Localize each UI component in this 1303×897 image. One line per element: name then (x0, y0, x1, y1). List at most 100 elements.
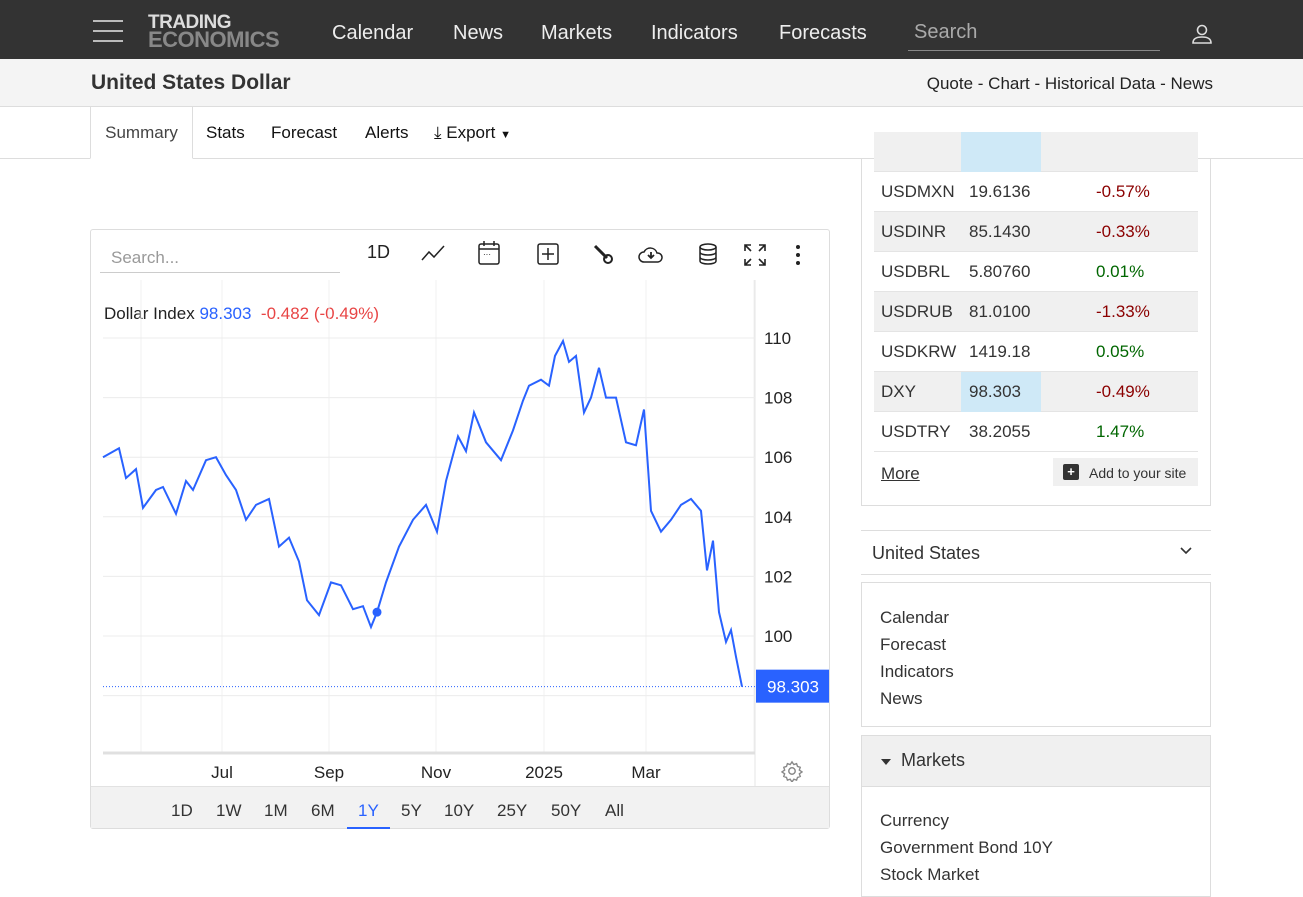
change: -0.57% (1096, 182, 1150, 201)
interval-button[interactable]: 1D (367, 242, 391, 262)
symbol[interactable]: USDINR (881, 222, 947, 241)
range-6m[interactable]: 6M (311, 801, 335, 820)
markets-link-bond[interactable]: Government Bond 10Y (880, 838, 1053, 857)
tab-bar: Summary Stats Forecast Alerts ⤓ Export ▼ (0, 107, 1303, 159)
more-link[interactable]: More (881, 464, 920, 483)
top-navbar: TRADING ECONOMICS Calendar News Markets I… (0, 0, 1303, 59)
header-links[interactable]: Quote - Chart - Historical Data - News (926, 74, 1213, 93)
search-input[interactable]: Search (908, 18, 1160, 51)
y-tick-label: 100 (764, 627, 792, 646)
range-1d[interactable]: 1D (171, 801, 193, 820)
nav-forecasts[interactable]: Forecasts (779, 22, 867, 44)
range-25y[interactable]: 25Y (497, 801, 528, 820)
user-icon[interactable] (1190, 22, 1214, 46)
markets-link-stock[interactable]: Stock Market (880, 865, 980, 884)
symbol[interactable]: USDKRW (881, 342, 957, 361)
data-marker (372, 607, 382, 617)
symbol[interactable]: DXY (881, 382, 916, 401)
price-line (102, 338, 743, 687)
legend-change: -0.482 (-0.49%) (260, 304, 380, 323)
tab-alerts[interactable]: Alerts (365, 123, 409, 142)
cloud-download-icon[interactable] (637, 244, 665, 264)
chart-search-input[interactable]: Search... (100, 244, 340, 273)
chevron-down-icon (1180, 547, 1192, 555)
price: 5.80760 (969, 262, 1031, 281)
fullscreen-icon[interactable] (743, 243, 767, 267)
database-icon[interactable] (698, 243, 718, 265)
markets-link-currency[interactable]: Currency (880, 811, 949, 830)
calendar-icon[interactable]: ··· (478, 240, 500, 266)
y-tick-label: 104 (764, 508, 792, 527)
tab-summary[interactable]: Summary (90, 107, 193, 159)
country-dropdown[interactable]: United States (861, 530, 1211, 575)
change: -0.33% (1096, 222, 1150, 241)
range-selector: 1D 1W 1M 6M 1Y 5Y 10Y 25Y 50Y All (91, 786, 829, 829)
x-tick-label: Mar (631, 763, 661, 782)
change: 0.05% (1096, 342, 1145, 361)
chart-panel: Search... 1D ··· Dollar Index 98.303 -0.… (90, 229, 830, 829)
y-tick-label: 108 (764, 389, 792, 408)
x-tick-label: Nov (421, 763, 452, 782)
add-indicator-icon[interactable] (537, 243, 559, 265)
price: 1419.18 (969, 342, 1031, 361)
table-header-row (874, 132, 1198, 172)
country-link-forecast[interactable]: Forecast (880, 635, 947, 654)
nav-indicators[interactable]: Indicators (651, 22, 738, 44)
table-row[interactable]: USDKRW 1419.18 0.05% (874, 332, 1198, 372)
range-1m[interactable]: 1M (264, 801, 288, 820)
more-options-icon[interactable] (795, 244, 801, 266)
nav-markets[interactable]: Markets (541, 22, 613, 44)
range-1y[interactable]: 1Y (347, 801, 390, 829)
table-row[interactable]: USDBRL 5.80760 0.01% (874, 252, 1198, 292)
country-link-news[interactable]: News (880, 689, 923, 708)
range-all[interactable]: All (605, 801, 624, 820)
range-5y[interactable]: 5Y (401, 801, 422, 820)
price: 19.6136 (969, 182, 1031, 201)
price: 81.0100 (969, 302, 1031, 321)
x-tick-label: 2025 (525, 763, 563, 782)
caret-down-icon: ▼ (500, 129, 512, 141)
change: -1.33% (1096, 302, 1150, 321)
svg-text:···: ··· (483, 250, 491, 259)
price-chart[interactable]: 100 102 104 106 108 110 Jul Sep Nov 2025 Mar 98.303 (91, 230, 829, 786)
tab-export[interactable]: ⤓ Export ▼ (434, 123, 512, 142)
tab-stats[interactable]: Stats (206, 123, 245, 142)
x-tick-label: Jul (211, 763, 233, 782)
x-tick-label: Sep (314, 763, 344, 782)
last-price-badge (756, 669, 829, 703)
line-chart-icon[interactable] (421, 244, 445, 262)
page-header: United States Dollar Quote - Chart - His… (0, 59, 1303, 107)
nav-news[interactable]: News (453, 22, 504, 44)
range-50y[interactable]: 50Y (551, 801, 582, 820)
symbol[interactable]: USDMXN (881, 182, 955, 201)
tab-forecast[interactable]: Forecast (271, 123, 338, 142)
change: -0.49% (1096, 382, 1150, 401)
menu-icon[interactable] (93, 20, 123, 42)
symbol[interactable]: USDRUB (881, 302, 953, 321)
markets-links: Currency Government Bond 10Y Stock Marke… (861, 787, 1211, 897)
range-1w[interactable]: 1W (216, 801, 242, 820)
country-link-indicators[interactable]: Indicators (880, 662, 954, 681)
table-row[interactable]: DXY 98.303 -0.49% (874, 372, 1198, 412)
legend-value: 98.303 (199, 304, 252, 323)
change: 0.01% (1096, 262, 1145, 281)
logo[interactable]: TRADING ECONOMICS (148, 12, 280, 52)
wrench-icon[interactable] (592, 243, 614, 265)
nav-calendar[interactable]: Calendar (332, 22, 414, 44)
table-row[interactable]: USDTRY 38.2055 1.47% (874, 412, 1198, 452)
range-10y[interactable]: 10Y (444, 801, 475, 820)
plus-icon: + (1063, 464, 1079, 480)
symbol[interactable]: USDBRL (881, 262, 950, 281)
table-row[interactable]: USDINR 85.1430 -0.33% (874, 212, 1198, 252)
table-row[interactable]: USDRUB 81.0100 -1.33% (874, 292, 1198, 332)
settings-gear-icon[interactable] (781, 760, 803, 782)
table-row[interactable]: USDMXN 19.6136 -0.57% (874, 172, 1198, 212)
symbol[interactable]: USDTRY (881, 422, 951, 441)
markets-section-toggle[interactable]: Markets (861, 735, 1211, 787)
y-tick-label: 106 (764, 448, 792, 467)
add-to-site-button[interactable]: + Add to your site (1053, 458, 1198, 486)
last-price-label: 98.303 (767, 678, 819, 697)
page-title: United States Dollar (91, 71, 291, 94)
country-link-calendar[interactable]: Calendar (880, 608, 949, 627)
download-icon: ⤓ (434, 123, 442, 142)
